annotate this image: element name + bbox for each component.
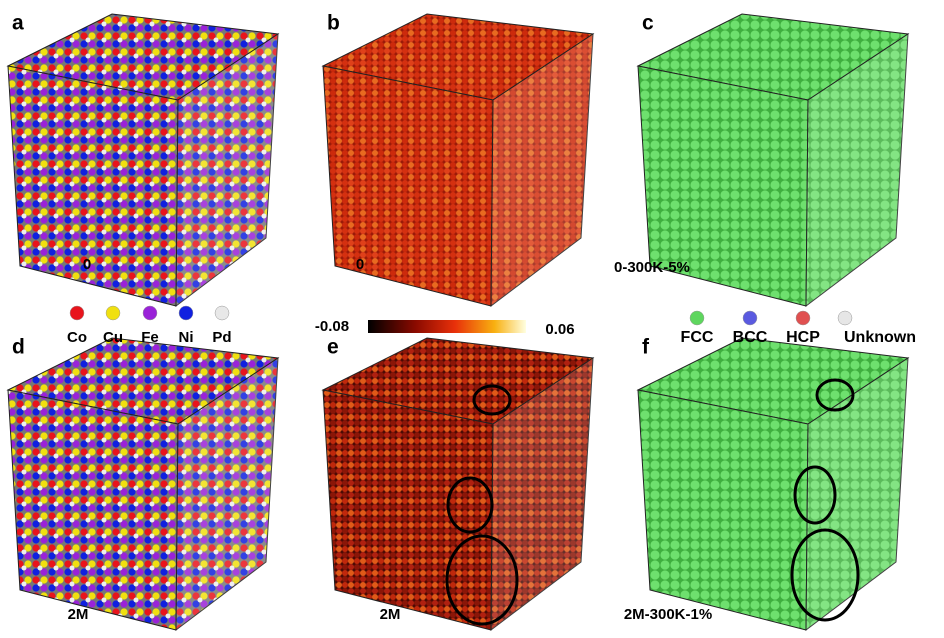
panel-caption: 0 [356,256,364,273]
figure: a0b0c0-300K-5%d2Me2Mf2M-300K-1% -0.08 0.… [0,0,944,638]
legend-label: Ni [179,329,194,346]
legend-swatch [70,306,84,320]
cube-left [8,66,178,306]
legend-label: Unknown [844,329,916,346]
legend-swatch [690,311,704,325]
cube-left [323,66,493,306]
legend-label: BCC [733,329,768,346]
legend-swatch [143,306,157,320]
legends: -0.08 0.06 Co Cu Fe Ni Pd FCC BCC HCP Unknown [67,306,916,346]
colorbar [368,320,526,333]
panel-caption: 2M-300K-1% [624,606,712,623]
legend-swatch [796,311,810,325]
legend-swatch [179,306,193,320]
panel-label: d [12,336,25,359]
cube-left [638,390,808,630]
panel: b0 [323,12,593,306]
legend-swatch [838,311,852,325]
panel: f 2M-300K-1% [624,336,908,630]
panel-label: a [12,12,24,35]
panel-caption: 0-300K-5% [614,259,690,276]
legend-label: FCC [681,329,714,346]
panel-caption: 2M [380,606,401,623]
panel: c 0-300K-5% [614,12,908,306]
panel-label: b [327,12,340,35]
panel-label: e [327,336,339,359]
panel-caption: 2M [68,606,89,623]
cube-left [8,390,178,630]
panel: a0 [8,12,278,306]
panel-caption: 0 [83,256,91,273]
colorbar-max: 0.06 [545,321,574,338]
colorbar-min: -0.08 [315,318,349,335]
panel-label: c [642,12,654,35]
legend-swatch [106,306,120,320]
legend-label: HCP [786,329,820,346]
cube-left [323,390,493,630]
legend-label: Co [67,329,87,346]
panel-label: f [642,336,650,359]
panel: d 2M [8,336,278,630]
legend-label: Fe [141,329,159,346]
legend-swatch [743,311,757,325]
legend-label: Cu [103,329,123,346]
legend-swatch [215,306,229,320]
legend-label: Pd [212,329,231,346]
